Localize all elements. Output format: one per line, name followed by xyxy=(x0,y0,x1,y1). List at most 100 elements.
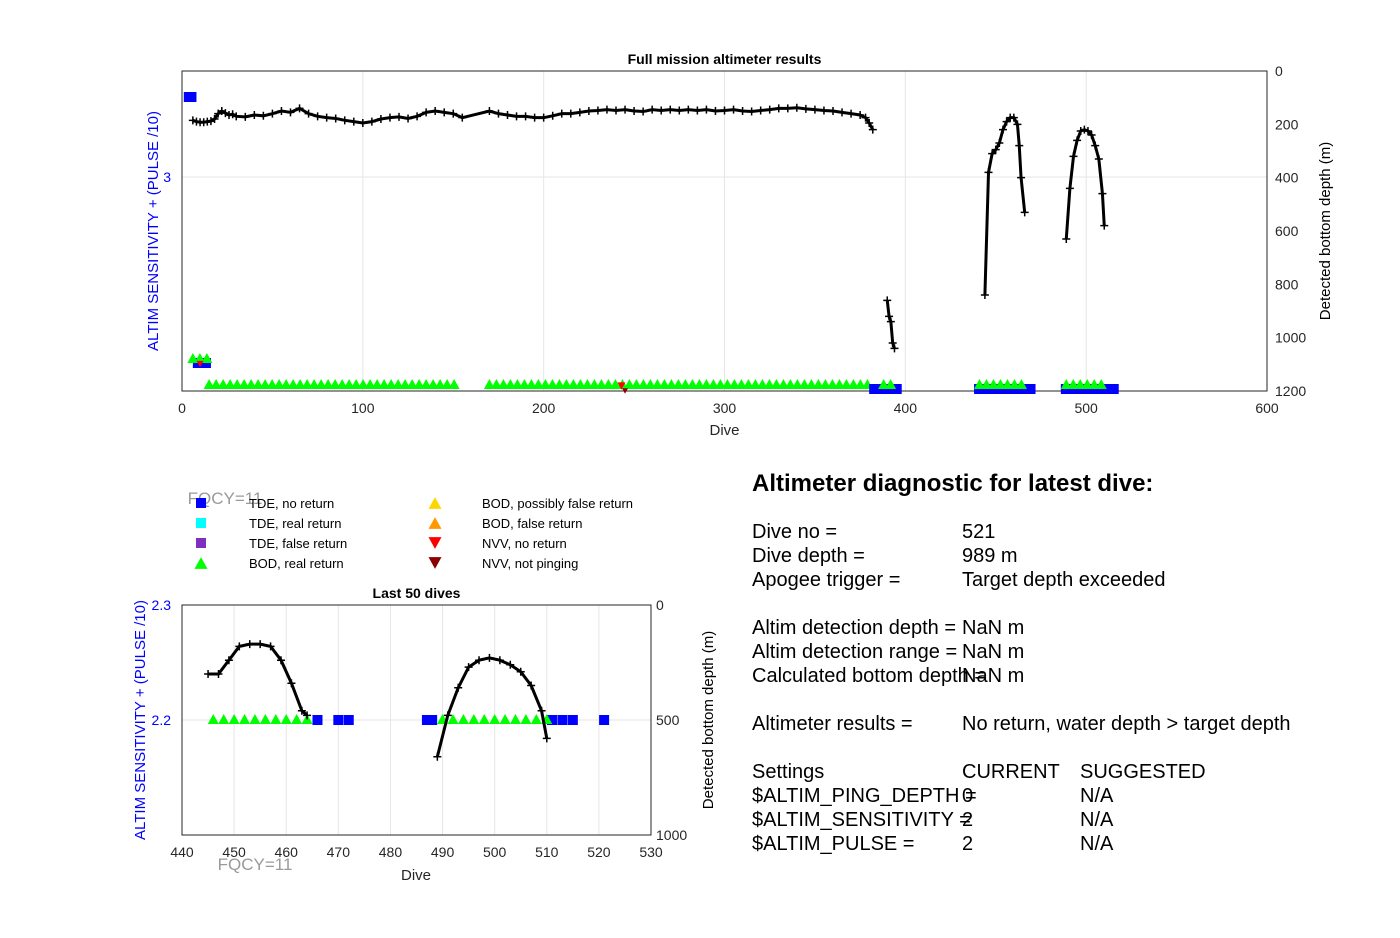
depth-marker xyxy=(774,104,783,113)
bod-real-return-marker xyxy=(280,379,292,389)
depth-marker xyxy=(602,105,611,114)
nvv-no-return-marker xyxy=(617,382,626,390)
depth-marker xyxy=(235,642,244,651)
bod-real-return-marker xyxy=(210,379,222,389)
bod-real-return-marker xyxy=(530,714,542,724)
depth-marker xyxy=(1009,113,1018,122)
depth-marker xyxy=(566,109,575,118)
bod-real-return-marker xyxy=(560,379,572,389)
bod-real-return-marker xyxy=(371,379,383,389)
y-left-axis-label: ALTIM SENSITIVITY + (PULSE /10) xyxy=(132,600,149,840)
legend-label-bod_false_return: BOD, false return xyxy=(482,516,582,531)
setting-suggested: N/A xyxy=(1080,785,1114,807)
y-right-tick-label: 0 xyxy=(1275,63,1283,79)
bod-real-return-marker xyxy=(280,714,292,724)
tde-no-return-marker xyxy=(567,715,578,725)
y-right-tick-label: 0 xyxy=(656,597,664,613)
legend-label-bod_possibly_false: BOD, possibly false return xyxy=(482,496,633,511)
tde-no-return-marker xyxy=(546,715,557,725)
bod-real-return-marker xyxy=(651,379,663,389)
depth-marker xyxy=(542,734,551,743)
bod-real-return-marker xyxy=(630,379,642,389)
bod-real-return-marker xyxy=(595,379,607,389)
bod-real-return-marker xyxy=(457,714,469,724)
depth-marker xyxy=(440,108,449,117)
bod-real-return-marker xyxy=(520,714,532,724)
legend-label-tde_no_return: TDE, no return xyxy=(249,496,334,511)
plot-frame xyxy=(181,70,1268,392)
y-left-tick-label: 2.2 xyxy=(152,712,172,728)
setting-current: 2 xyxy=(962,833,974,855)
bod-real-return-marker xyxy=(518,379,530,389)
depth-marker xyxy=(537,706,546,715)
depth-marker xyxy=(454,683,463,692)
depth-marker xyxy=(819,106,828,115)
depth-marker xyxy=(984,168,993,177)
depth-marker xyxy=(358,119,367,127)
depth-marker xyxy=(1002,117,1011,126)
depth-marker xyxy=(838,108,847,117)
depth-marker xyxy=(286,108,295,117)
bod-real-return-marker xyxy=(1060,379,1072,389)
bod-real-return-marker xyxy=(343,379,355,389)
depth-marker xyxy=(998,125,1007,134)
depth-marker xyxy=(711,107,720,115)
bod-real-return-marker xyxy=(203,379,215,389)
bod-real-return-marker xyxy=(742,379,754,389)
bod-real-return-marker xyxy=(1081,379,1093,389)
bod-real-return-marker xyxy=(510,714,522,724)
depth-marker xyxy=(1080,125,1089,134)
setting-current: 2 xyxy=(962,809,974,831)
bod-real-return-marker xyxy=(238,379,250,389)
diag-value: NaN m xyxy=(962,641,1025,663)
bod-real-return-marker xyxy=(812,379,824,389)
bod-real-return-marker xyxy=(567,379,579,389)
depth-marker xyxy=(783,104,792,113)
depth-marker xyxy=(268,109,277,118)
bod-real-return-marker xyxy=(468,714,480,724)
depth-marker xyxy=(539,113,548,122)
bod-real-return-marker xyxy=(357,379,369,389)
x-axis-label: Dive xyxy=(709,422,739,439)
depth-marker xyxy=(241,112,250,121)
depth-marker xyxy=(584,107,593,115)
depth-marker xyxy=(303,711,312,720)
depth-marker xyxy=(868,125,877,134)
depth-marker xyxy=(988,149,997,158)
bod-real-return-marker xyxy=(994,379,1006,389)
settings-header-suggested: SUGGESTED xyxy=(1080,761,1206,783)
depth-marker xyxy=(639,107,648,116)
depth-marker xyxy=(485,107,494,115)
depth-marker xyxy=(1017,173,1026,182)
bod-real-return-marker xyxy=(1074,379,1086,389)
bod-real-return-marker xyxy=(329,379,341,389)
depth-marker xyxy=(527,681,536,690)
fqcy-label: FQCY=11 xyxy=(188,489,263,508)
diag-label: Dive no = xyxy=(752,521,838,543)
bod-real-return-marker xyxy=(693,379,705,389)
legend-label-nvv_not_pinging: NVV, not pinging xyxy=(482,556,578,571)
bod-real-return-marker xyxy=(1088,379,1100,389)
bod-real-return-marker xyxy=(420,379,432,389)
bod-real-return-marker xyxy=(602,379,614,389)
bod-real-return-marker xyxy=(239,714,251,724)
depth-marker xyxy=(297,706,306,715)
y-left-tick-label: 3 xyxy=(163,169,171,185)
depth-marker xyxy=(720,106,729,115)
tde-no-return-marker xyxy=(427,715,438,725)
bod-real-return-marker xyxy=(489,714,501,724)
y-right-tick-label: 600 xyxy=(1275,223,1299,239)
bod-real-return-marker xyxy=(735,379,747,389)
bod-real-return-marker xyxy=(249,714,261,724)
x-tick-label: 520 xyxy=(587,844,611,860)
setting-label: $ALTIM_PING_DEPTH = xyxy=(752,785,977,807)
diag-label: Dive depth = xyxy=(752,545,865,567)
legend-marker-bod_false_return xyxy=(428,517,442,529)
depth-marker xyxy=(738,107,747,115)
depth-marker xyxy=(1083,127,1092,135)
depth-marker xyxy=(431,107,440,115)
y-right-tick-label: 1000 xyxy=(656,827,687,843)
depth-marker xyxy=(621,105,630,114)
bod-real-return-marker xyxy=(826,379,838,389)
